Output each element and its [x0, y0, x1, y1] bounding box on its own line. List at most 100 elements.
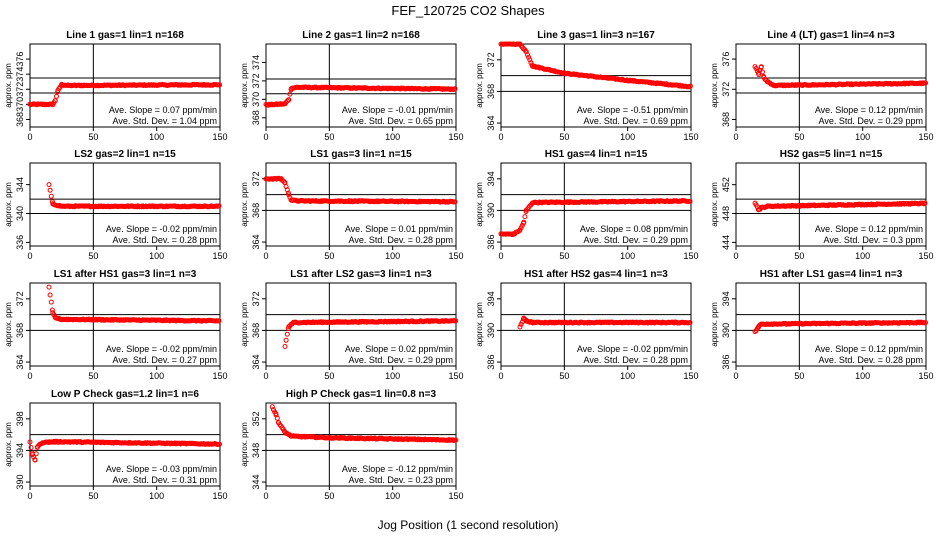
- x-tick-label: 150: [918, 251, 933, 261]
- y-tick-label: 372: [486, 52, 496, 67]
- data-points: [269, 404, 459, 443]
- x-tick-label: 100: [385, 371, 400, 381]
- x-tick-label: 50: [324, 491, 334, 501]
- y-tick-label: 368: [251, 323, 261, 338]
- data-point: [404, 436, 410, 442]
- x-tick-label: 0: [263, 251, 268, 261]
- y-tick-label: 370: [251, 92, 261, 107]
- data-point: [797, 202, 803, 208]
- y-tick-label: 452: [721, 177, 731, 192]
- data-point: [134, 204, 140, 210]
- data-point: [216, 203, 222, 209]
- data-point: [269, 404, 275, 410]
- y-axis-label: approx. ppm: [240, 182, 249, 227]
- subplot-title: LS1 after HS1 gas=3 lin=1 n=3: [54, 269, 197, 280]
- data-point: [48, 299, 54, 305]
- data-points: [498, 41, 693, 90]
- subplot-title: Line 3 gas=1 lin=3 n=167: [537, 30, 655, 41]
- data-point: [337, 435, 343, 441]
- y-tick-label: 394: [486, 171, 496, 186]
- subplot-title: HS1 gas=4 lin=1 n=15: [545, 149, 648, 160]
- x-tick-label: 150: [212, 491, 227, 501]
- y-tick-label: 398: [15, 411, 25, 426]
- slope-annotation: Ave. Slope = -0.51 ppm/min: [577, 105, 688, 115]
- y-tick-label: 364: [486, 116, 496, 131]
- subplot-title: High P Check gas=1 lin=0.8 n=3: [286, 389, 437, 400]
- x-tick-label: 150: [683, 251, 698, 261]
- subplot: Line 2 gas=1 lin=2 n=168 0 50 100 150 368 370 3…: [240, 30, 464, 142]
- y-tick-label: 374: [251, 55, 261, 70]
- data-points: [752, 64, 929, 89]
- y-tick-label: 444: [721, 235, 731, 250]
- y-tick-label: 390: [486, 203, 496, 218]
- data-point: [760, 69, 765, 75]
- x-tick-label: 0: [498, 371, 503, 381]
- data-point: [287, 91, 293, 97]
- y-tick-label: 352: [251, 411, 261, 426]
- subplot-title: Line 4 (LT) gas=1 lin=4 n=3: [767, 30, 895, 41]
- data-point: [33, 451, 39, 457]
- x-tick-label: 150: [683, 371, 698, 381]
- slope-annotation: Ave. Slope = -0.02 ppm/min: [106, 344, 217, 354]
- y-tick-label: 344: [251, 475, 261, 490]
- data-point: [527, 57, 533, 63]
- y-tick-label: 344: [15, 177, 25, 192]
- x-tick-label: 50: [324, 251, 334, 261]
- x-tick-label: 50: [88, 251, 98, 261]
- x-tick-label: 100: [385, 132, 400, 142]
- std-annotation: Ave. Std. Dev. = 0.27 ppm: [113, 355, 217, 365]
- std-annotation: Ave. Std. Dev. = 0.29 ppm: [819, 116, 923, 126]
- data-point: [283, 337, 289, 343]
- x-tick-label: 0: [498, 132, 503, 142]
- x-tick-label: 100: [385, 251, 400, 261]
- data-points: [46, 182, 222, 210]
- y-axis-label: approx. ppm: [710, 63, 719, 108]
- data-point: [46, 182, 52, 188]
- data-point: [32, 457, 38, 463]
- slope-annotation: Ave. Slope = -0.12 ppm/min: [342, 464, 453, 474]
- x-tick-label: 150: [918, 132, 933, 142]
- x-tick-label: 0: [27, 132, 32, 142]
- x-tick-label: 50: [794, 251, 804, 261]
- data-point: [659, 320, 664, 326]
- data-point: [216, 318, 222, 324]
- subplot-title: Line 2 gas=1 lin=2 n=168: [302, 30, 420, 41]
- slope-annotation: Ave. Slope = -0.02 ppm/min: [577, 344, 688, 354]
- data-point: [286, 97, 292, 103]
- x-tick-label: 50: [559, 371, 569, 381]
- slope-annotation: Ave. Slope = 0.12 ppm/min: [815, 105, 923, 115]
- x-tick-label: 0: [498, 251, 503, 261]
- x-tick-label: 150: [448, 251, 463, 261]
- data-point: [27, 439, 33, 445]
- subplot: LS1 after HS1 gas=3 lin=1 n=3 0 50 100 150 36…: [4, 269, 228, 381]
- subplot: LS2 gas=2 lin=1 n=15 0 50 100 150 336 340 344ap…: [4, 149, 228, 261]
- x-axis-label: Jog Position (1 second resolution): [377, 518, 559, 532]
- data-point: [274, 415, 280, 421]
- y-axis-label: approx. ppm: [4, 63, 13, 108]
- x-tick-label: 50: [324, 371, 334, 381]
- y-tick-label: 386: [486, 355, 496, 370]
- y-axis-label: approx. ppm: [4, 302, 13, 347]
- x-tick-label: 0: [263, 132, 268, 142]
- data-points: [282, 318, 459, 349]
- y-axis-label: approx. ppm: [475, 302, 484, 347]
- subplot: Line 3 gas=1 lin=3 n=167 0 50 100 150 364 368 3…: [475, 30, 699, 142]
- plot-frame: [500, 162, 692, 247]
- std-annotation: Ave. Std. Dev. = 0.31 ppm: [113, 475, 217, 485]
- subplot: Low P Check gas=1.2 lin=1 n=6 0 50 100 150 39…: [4, 389, 228, 501]
- y-tick-label: 390: [721, 323, 731, 338]
- data-point: [687, 83, 693, 89]
- data-points: [27, 438, 222, 463]
- subplot-title: Line 1 gas=1 lin=1 n=168: [66, 30, 184, 41]
- subplot: HS2 gas=5 lin=1 n=15 0 50 100 150 444 448 452ap…: [710, 149, 934, 261]
- plot-frame: [735, 43, 927, 128]
- y-axis-label: approx. ppm: [475, 182, 484, 227]
- data-point: [517, 324, 523, 330]
- figure-title: FEF_120725 CO2 Shapes: [391, 3, 545, 18]
- data-point: [518, 225, 524, 231]
- x-tick-label: 0: [733, 371, 738, 381]
- x-tick-label: 150: [212, 371, 227, 381]
- y-tick-label: 368: [251, 110, 261, 125]
- std-annotation: Ave. Std. Dev. = 0.28 ppm: [113, 235, 217, 245]
